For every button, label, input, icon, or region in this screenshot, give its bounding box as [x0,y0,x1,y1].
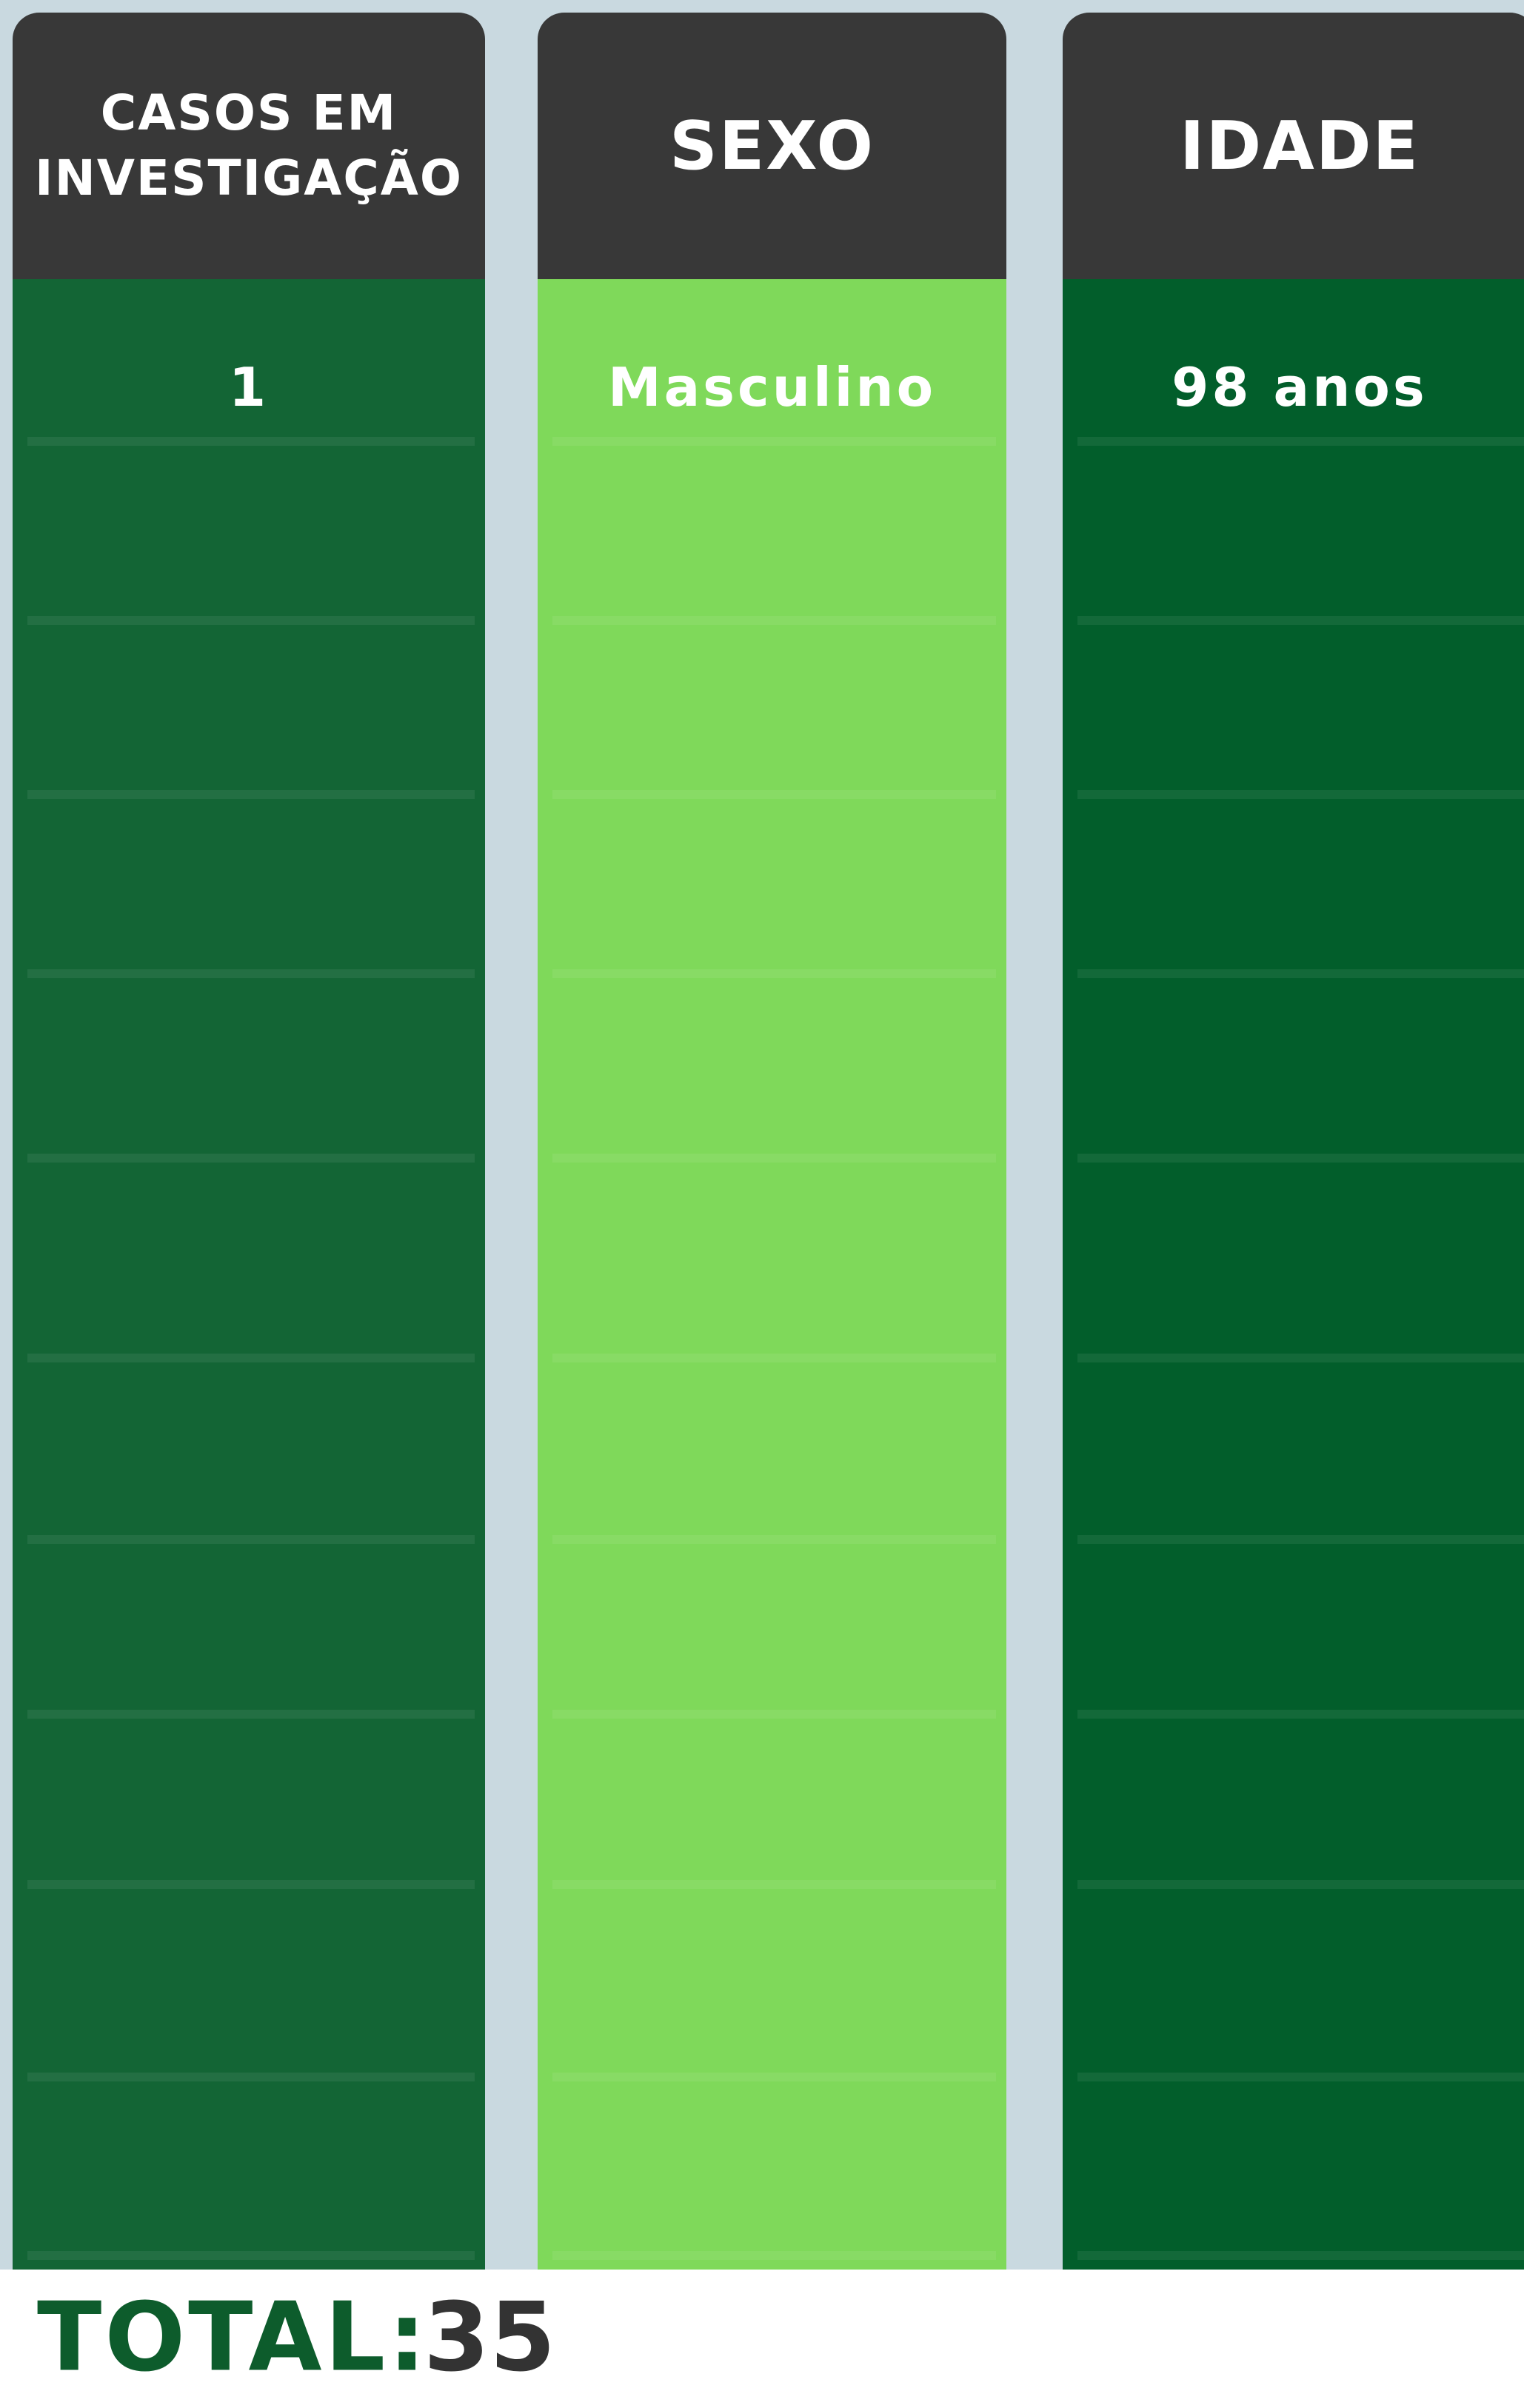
row-divider [552,1154,996,1163]
row-divider [552,2073,996,2081]
row-divider [27,437,475,446]
row-divider [27,1710,475,1719]
row-divider [552,790,996,799]
row-divider [27,1880,475,1889]
row-divider [1077,1710,1524,1719]
column-body: 1 [13,279,485,2270]
column-header: SEXO [538,13,1006,279]
cell-text: 98 anos [1063,356,1524,418]
row-divider [27,790,475,799]
row-divider [1077,1880,1524,1889]
row-divider [1077,1154,1524,1163]
row-divider [1077,969,1524,978]
column-header: CASOS EM INVESTIGAÇÃO [13,13,485,279]
column-header: IDADE [1063,13,1524,279]
row-divider [552,1710,996,1719]
row-divider [27,616,475,625]
row-divider [27,1535,475,1544]
row-divider [552,2251,996,2260]
column: SEXO Masculino [538,13,1006,2270]
column: IDADE 98 anos [1063,13,1524,2270]
row-divider [552,1535,996,1544]
total-value: 35 [424,2283,555,2393]
row-divider [552,1354,996,1362]
total-label: TOTAL: [37,2283,429,2393]
row-divider [27,2251,475,2260]
cell-text: 1 [13,356,485,418]
row-divider [1077,2073,1524,2081]
row-divider [1077,790,1524,799]
page: {"columns": [ {"header": "CASOS EM INVES… [0,0,1524,2408]
row-divider [552,616,996,625]
row-divider [27,969,475,978]
row-divider [27,1154,475,1163]
row-divider [27,2073,475,2081]
row-divider [552,1880,996,1889]
row-divider [1077,1535,1524,1544]
column: CASOS EM INVESTIGAÇÃO 1 [13,13,485,2270]
row-divider [1077,616,1524,625]
row-divider [552,437,996,446]
row-divider [1077,437,1524,446]
row-divider [27,1354,475,1362]
total-bar: TOTAL: 35 [0,2270,1524,2408]
cell-text: Masculino [538,356,1006,418]
row-divider [552,969,996,978]
column-body: 98 anos [1063,279,1524,2270]
row-divider [1077,2251,1524,2260]
column-body: Masculino [538,279,1006,2270]
row-divider [1077,1354,1524,1362]
